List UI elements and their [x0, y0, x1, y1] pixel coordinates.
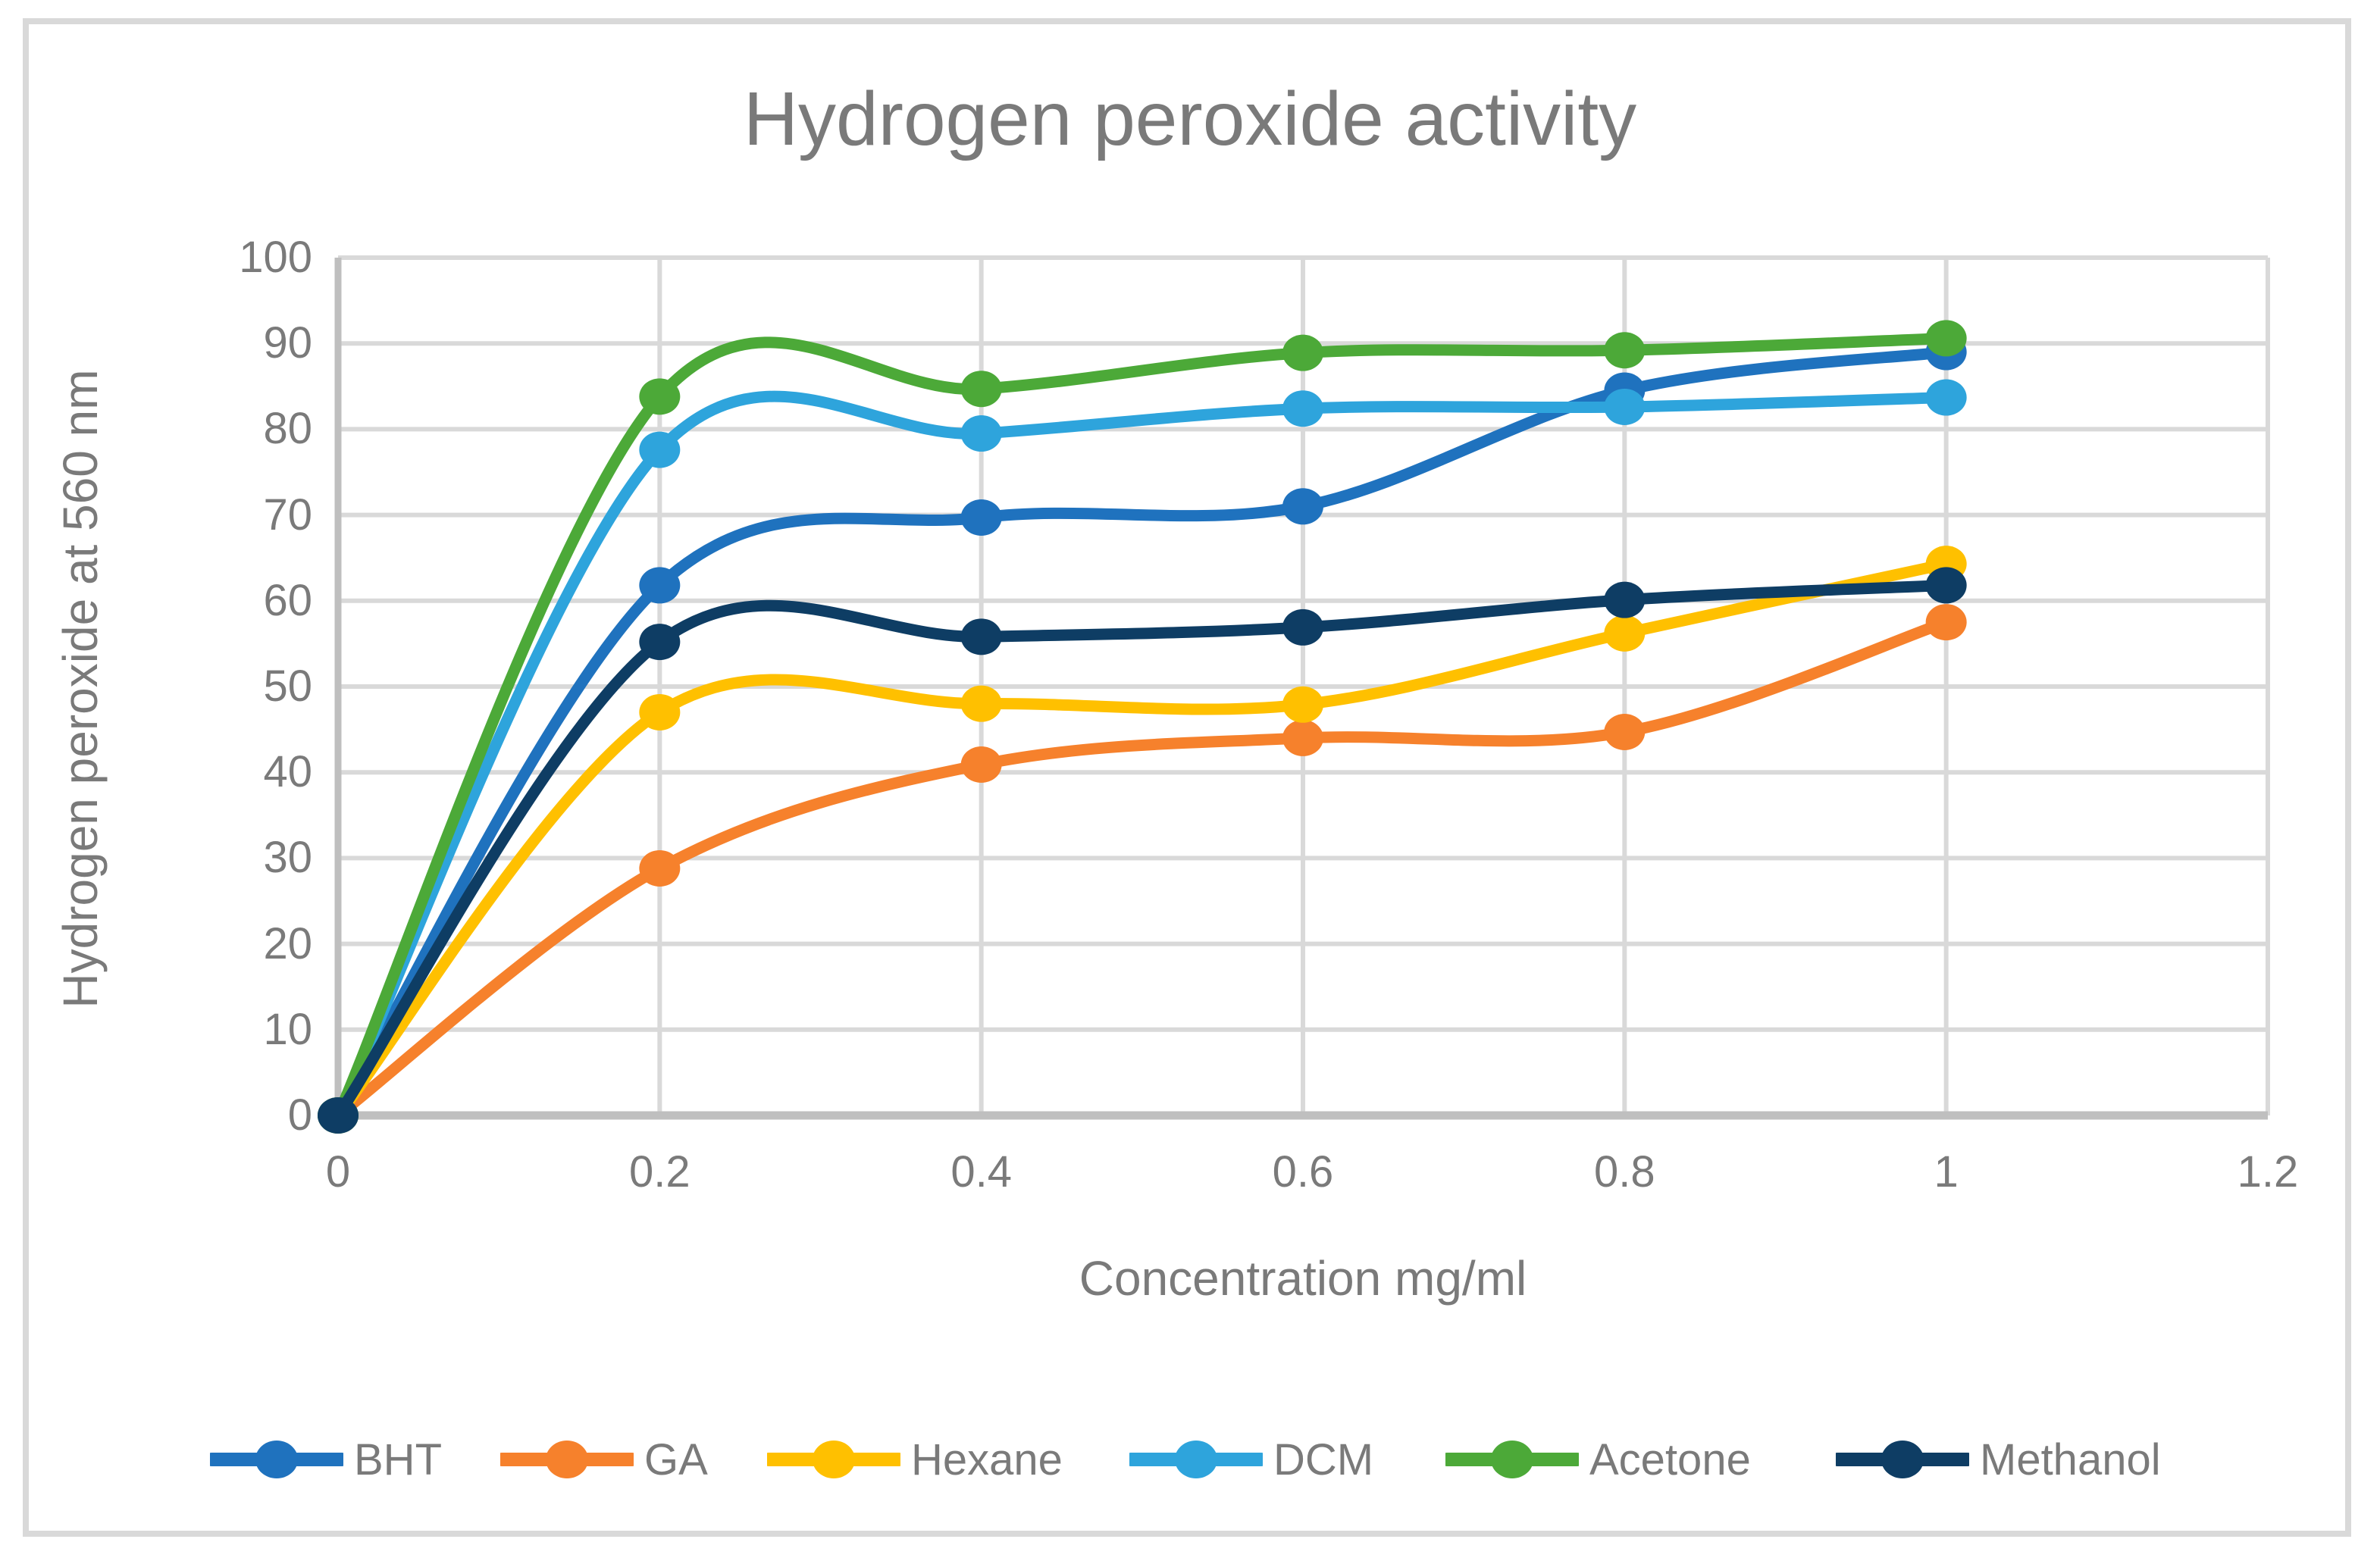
data-point-dcm [1282, 390, 1323, 427]
legend-label: DCM [1273, 1434, 1374, 1484]
x-tick-label: 1.2 [2237, 1147, 2299, 1197]
data-point-acetone [639, 378, 681, 415]
data-point-dcm [960, 415, 1002, 452]
chart-title: Hydrogen peroxide activity [743, 77, 1637, 161]
data-point-acetone [1282, 334, 1323, 371]
data-point-methanol [1282, 608, 1323, 646]
data-point-acetone [1925, 320, 1967, 357]
data-point-methanol [639, 624, 681, 661]
data-point-bht [1282, 488, 1323, 525]
y-tick-label: 60 [263, 575, 312, 625]
data-point-hexane [1282, 686, 1323, 723]
data-point-ga [639, 849, 681, 887]
legend-item-acetone[interactable]: Acetone [1445, 1431, 1751, 1488]
y-tick-label: 40 [263, 747, 312, 797]
data-point-hexane [639, 693, 681, 730]
data-point-dcm [1604, 388, 1646, 425]
data-point-bht [960, 499, 1002, 536]
legend-label: GA [644, 1434, 708, 1484]
x-tick-label: 0.4 [950, 1147, 1012, 1197]
data-point-dcm [639, 431, 681, 468]
y-tick-label: 100 [239, 233, 312, 282]
x-tick-label: 0.6 [1272, 1147, 1334, 1197]
x-tick-label: 0 [325, 1147, 351, 1197]
y-tick-label: 50 [263, 662, 312, 711]
data-point-acetone [1604, 332, 1646, 369]
legend-item-dcm[interactable]: DCM [1129, 1431, 1373, 1488]
x-tick-label: 0.2 [629, 1147, 691, 1197]
data-point-hexane [1604, 615, 1646, 652]
data-point-ga [1925, 604, 1967, 641]
legend-item-hexane[interactable]: Hexane [767, 1431, 1063, 1488]
data-point-methanol [318, 1097, 359, 1134]
y-tick-label: 20 [263, 918, 312, 968]
data-point-ga [960, 746, 1002, 784]
series-line-ga [332, 616, 1953, 1121]
x-tick-label: 1 [1934, 1147, 1959, 1197]
legend-marker-icon [767, 1441, 900, 1478]
y-tick-label: 30 [263, 833, 312, 883]
y-axis-title: Hydrogen peroxide at 560 nm [53, 369, 108, 1009]
y-tick-label: 90 [263, 318, 312, 368]
legend-marker-icon [210, 1441, 343, 1478]
legend-marker-icon [1836, 1441, 1969, 1478]
y-tick-label: 10 [263, 1004, 312, 1054]
legend-item-methanol[interactable]: Methanol [1836, 1431, 2161, 1488]
y-tick-label: 70 [263, 490, 312, 540]
data-point-ga [1604, 713, 1646, 750]
legend-label: Methanol [1980, 1434, 2161, 1484]
series-line-methanol [332, 579, 1953, 1121]
chart-frame [23, 18, 2351, 1537]
y-tick-label: 0 [287, 1090, 312, 1140]
legend-label: BHT [354, 1434, 442, 1484]
data-point-ga [1282, 719, 1323, 756]
legend-marker-icon [1445, 1441, 1579, 1478]
data-point-methanol [960, 618, 1002, 655]
series-line-dcm [332, 390, 1953, 1121]
legend-marker-icon [1129, 1441, 1263, 1478]
x-tick-label: 0.8 [1594, 1147, 1655, 1197]
series-line-hexane [332, 558, 1953, 1121]
data-point-hexane [960, 685, 1002, 722]
data-point-bht [639, 567, 681, 604]
y-tick-label: 80 [263, 404, 312, 454]
legend-marker-icon [500, 1441, 634, 1478]
x-axis-title: Concentration mg/ml [1079, 1251, 1527, 1306]
legend-item-ga[interactable]: GA [500, 1431, 708, 1488]
data-point-acetone [960, 371, 1002, 408]
legend-label: Hexane [911, 1434, 1063, 1484]
legend-item-bht[interactable]: BHT [210, 1431, 442, 1488]
data-point-methanol [1925, 567, 1967, 604]
data-point-dcm [1925, 379, 1967, 416]
legend-label: Acetone [1589, 1434, 1751, 1484]
data-point-methanol [1604, 581, 1646, 618]
